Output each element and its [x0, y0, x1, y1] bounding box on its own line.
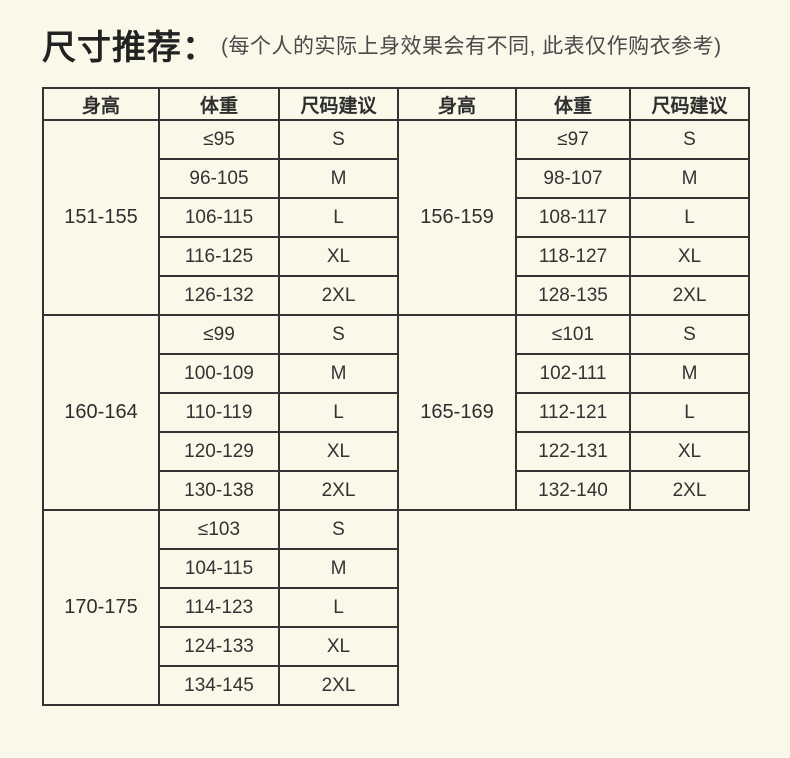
header-cell-height-right: 身高 [397, 87, 517, 121]
weight-cell: ≤99 [158, 314, 280, 355]
table-row: 151-155 ≤95 S 156-159 ≤97 S [42, 119, 750, 316]
weight-cell: 134-145 [158, 665, 280, 706]
weight-cell: 112-121 [515, 392, 631, 433]
table-row: 126-132 2XL 128-135 2XL [43, 275, 750, 316]
page-subtitle: (每个人的实际上身效果会有不同, 此表仅作购衣参考) [221, 34, 722, 58]
size-cell: S [278, 119, 399, 160]
header-cell-size-right: 尺码建议 [629, 87, 750, 121]
size-cell: 2XL [278, 275, 399, 316]
size-cell: XL [629, 431, 750, 472]
table-row: 160-164 ≤99 S 165-169 ≤101 S [42, 314, 750, 511]
size-cell: 2XL [278, 665, 399, 706]
weight-cell: 98-107 [515, 158, 631, 199]
header-cell-weight-right: 体重 [515, 87, 631, 121]
height-cell: 151-155 [42, 119, 160, 316]
weight-cell: 110-119 [158, 392, 280, 433]
size-cell: S [278, 314, 399, 355]
size-cell: M [278, 548, 399, 589]
weight-cell: 128-135 [515, 275, 631, 316]
weight-cell: ≤101 [515, 314, 631, 355]
size-cell: XL [278, 236, 399, 277]
table-row: 170-175 ≤103 S [42, 509, 749, 706]
table-row: 120-129 XL 122-131 XL [43, 431, 750, 472]
weight-cell: 116-125 [158, 236, 280, 277]
table-header-row: 身高 体重 尺码建议 身高 体重 尺码建议 [42, 87, 750, 121]
size-chart-table: 身高 体重 尺码建议 身高 体重 尺码建议 151-155 ≤95 S 156-… [42, 87, 750, 706]
height-cell: 156-159 [397, 119, 517, 316]
size-cell: XL [629, 236, 750, 277]
empty-table-region [398, 510, 749, 705]
header-cell-size-left: 尺码建议 [278, 87, 399, 121]
table-row: 106-115 L 108-117 L [43, 197, 750, 238]
weight-cell: 130-138 [158, 470, 280, 511]
weight-cell: ≤103 [158, 509, 280, 550]
height-cell: 170-175 [42, 509, 160, 706]
table-row: 110-119 L 112-121 L [43, 392, 750, 433]
table-row: 104-115 M [43, 548, 749, 589]
table-row: 124-133 XL [43, 626, 749, 667]
size-cell: 2XL [278, 470, 399, 511]
size-cell: XL [278, 626, 399, 667]
header-cell-height-left: 身高 [42, 87, 160, 121]
weight-cell: 122-131 [515, 431, 631, 472]
weight-cell: 102-111 [515, 353, 631, 394]
height-cell: 160-164 [42, 314, 160, 511]
weight-cell: 96-105 [158, 158, 280, 199]
size-cell: 2XL [629, 275, 750, 316]
size-cell: L [278, 587, 399, 628]
page-header: 尺寸推荐： (每个人的实际上身效果会有不同, 此表仅作购衣参考) [42, 20, 790, 69]
size-cell: XL [278, 431, 399, 472]
page-title: 尺寸推荐： [42, 29, 217, 67]
table-row: 100-109 M 102-111 M [43, 353, 750, 394]
size-cell: L [278, 197, 399, 238]
size-cell: L [278, 392, 399, 433]
size-cell: S [278, 509, 399, 550]
size-cell: S [629, 314, 750, 355]
size-cell: L [629, 197, 750, 238]
weight-cell: ≤97 [515, 119, 631, 160]
weight-cell: ≤95 [158, 119, 280, 160]
weight-cell: 126-132 [158, 275, 280, 316]
table-row: 130-138 2XL 132-140 2XL [43, 470, 750, 511]
size-recommendation-page: 尺寸推荐： (每个人的实际上身效果会有不同, 此表仅作购衣参考) 身高 体重 尺… [42, 20, 790, 706]
size-cell: 2XL [629, 470, 750, 511]
table-row: 96-105 M 98-107 M [43, 158, 750, 199]
size-cell: M [629, 353, 750, 394]
weight-cell: 114-123 [158, 587, 280, 628]
weight-cell: 118-127 [515, 236, 631, 277]
weight-cell: 108-117 [515, 197, 631, 238]
weight-cell: 100-109 [158, 353, 280, 394]
weight-cell: 106-115 [158, 197, 280, 238]
size-cell: M [629, 158, 750, 199]
weight-cell: 132-140 [515, 470, 631, 511]
size-cell: S [629, 119, 750, 160]
header-cell-weight-left: 体重 [158, 87, 280, 121]
height-cell: 165-169 [397, 314, 517, 511]
weight-cell: 124-133 [158, 626, 280, 667]
table-row: 134-145 2XL [43, 665, 749, 706]
weight-cell: 104-115 [158, 548, 280, 589]
size-cell: M [278, 353, 399, 394]
size-cell: M [278, 158, 399, 199]
size-cell: L [629, 392, 750, 433]
table-row: 116-125 XL 118-127 XL [43, 236, 750, 277]
table-row: 114-123 L [43, 587, 749, 628]
weight-cell: 120-129 [158, 431, 280, 472]
